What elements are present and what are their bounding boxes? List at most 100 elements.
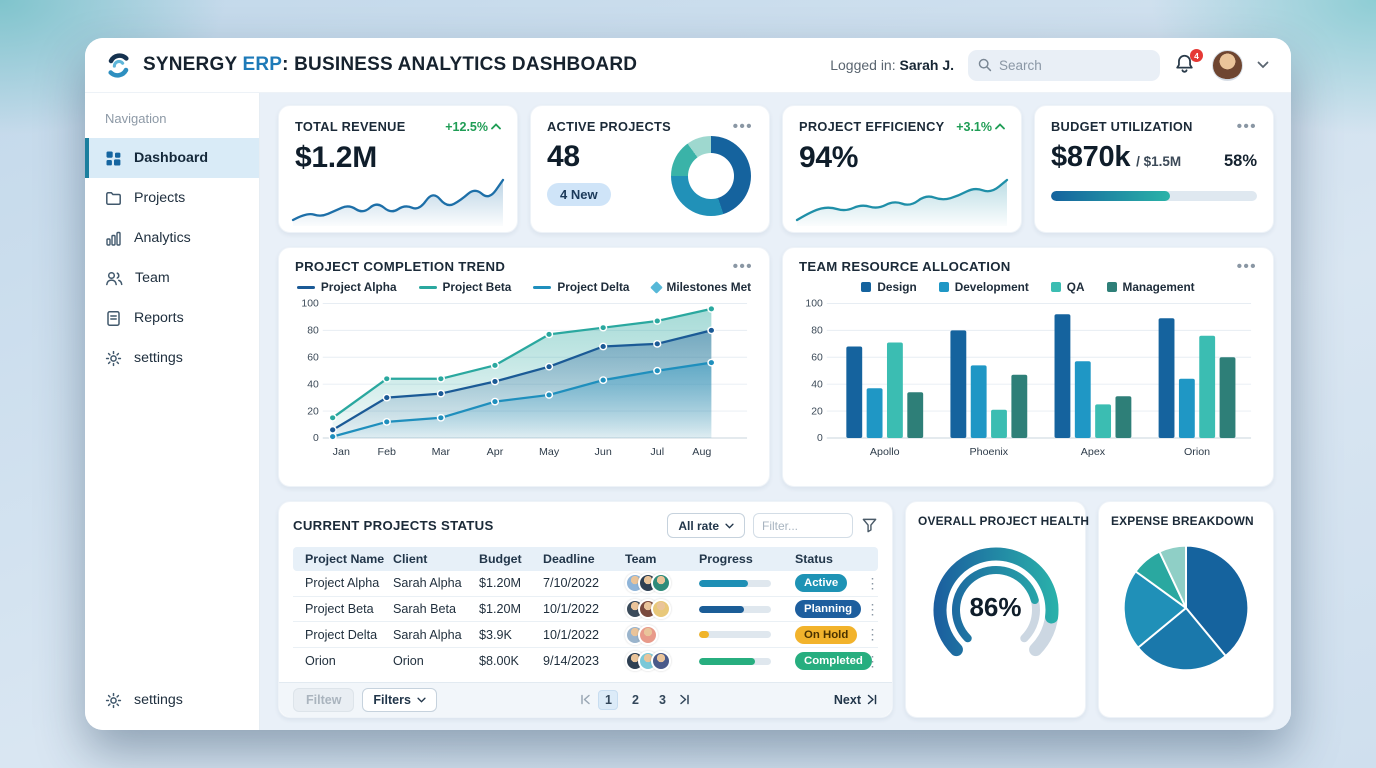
kpi-percent: 58% [1223,152,1257,170]
sidebar-item-projects[interactable]: Projects [85,178,259,218]
table-row[interactable]: Project Alpha Sarah Alpha $1.20M 7/10/20… [293,571,880,597]
progress-bar [699,579,771,587]
filter-input[interactable] [753,513,853,538]
page-title: SYNERGY ERP: BUSINESS ANALYTICS DASHBOAR… [143,54,638,75]
first-page-button[interactable] [579,694,591,705]
table-row[interactable]: Project Beta Sarah Beta $1.20M 10/1/2022… [293,597,880,623]
table-row[interactable]: Orion Orion $8.00K 9/14/2023 Completed ⋮ [293,648,880,674]
svg-text:60: 60 [811,353,823,364]
cell-project-name: Project Alpha [305,576,380,591]
status-badge: Completed [795,652,872,671]
sidebar-item-settings[interactable]: settings [85,338,259,378]
svg-text:Aug: Aug [692,447,711,458]
svg-text:40: 40 [307,380,319,391]
svg-text:0: 0 [817,433,823,444]
page-button[interactable]: 1 [598,689,619,710]
chevron-down-icon[interactable] [1257,61,1269,69]
search-icon [978,58,992,72]
table-row[interactable]: Project Delta Sarah Alpha $3.9K 10/1/202… [293,622,880,649]
health-gauge-chart: 86% [921,536,1071,674]
row-menu-button[interactable]: ⋮ [865,626,880,643]
rate-dropdown[interactable]: All rate [667,513,745,538]
logged-in-label: Logged in: Sarah J. [830,57,954,73]
notifications-button[interactable]: 4 [1174,49,1203,77]
search-box[interactable] [968,49,1160,81]
card-menu-button[interactable]: ••• [732,118,753,135]
card-title: EXPENSE BREAKDOWN [1111,514,1254,528]
kpi-delta-badge: +12.5% [445,120,501,134]
sidebar-section-label: Navigation [105,111,167,126]
row-menu-button[interactable]: ⋮ [865,600,880,617]
svg-text:Jun: Jun [595,447,612,458]
svg-text:Jan: Jan [333,447,350,458]
bell-icon [1176,54,1193,73]
sidebar-item-label: Analytics [134,230,191,246]
app-window: SYNERGY ERP: BUSINESS ANALYTICS DASHBOAR… [85,38,1291,730]
filters-dropdown-button[interactable]: Filters [362,687,437,712]
user-name: Sarah J. [899,57,954,73]
team-resource-allocation-card: TEAM RESOURCE ALLOCATION ••• Design Deve… [782,247,1274,487]
sidebar-item-team[interactable]: Team [85,258,259,298]
sidebar-item-label: Reports [134,310,184,326]
row-menu-button[interactable]: ⋮ [865,574,880,591]
svg-text:80: 80 [811,326,823,337]
pagination: 1 2 3 [579,689,691,710]
svg-text:20: 20 [811,407,823,418]
progress-bar [699,605,771,613]
sidebar-item-dashboard[interactable]: Dashboard [85,138,259,178]
overall-project-health-card: OVERALL PROJECT HEALTH 86% [905,501,1089,718]
cell-client: Orion [393,654,424,669]
gear-icon [105,692,122,708]
sidebar-item-analytics[interactable]: Analytics [85,218,259,258]
sidebar-footer-settings[interactable]: settings [85,680,259,720]
card-menu-button[interactable]: ••• [732,258,753,275]
chart-title: TEAM RESOURCE ALLOCATION [799,259,1011,274]
cell-client: Sarah Alpha [393,627,462,642]
team-avatars [625,599,699,620]
sidebar-item-reports[interactable]: Reports [85,298,259,338]
disabled-filter-button[interactable]: Filtew [293,687,355,712]
efficiency-sparkline-chart [795,178,1009,226]
budget-progress-bar [1051,191,1257,201]
status-badge: Active [795,574,848,593]
next-page-button[interactable]: Next [834,693,878,707]
avatar [638,624,658,645]
chart-title: PROJECT COMPLETION TREND [295,259,506,274]
page-button[interactable]: 3 [658,692,666,707]
kpi-card-project-efficiency: PROJECT EFFICIENCY +3.1% 94% [782,105,1022,233]
kpi-value-denominator: / $1.5M [1136,154,1182,169]
project-completion-trend-card: PROJECT COMPLETION TREND ••• Project Alp… [278,247,770,487]
row-menu-button[interactable]: ⋮ [865,652,880,669]
page-button[interactable]: 2 [631,692,639,707]
cell-project-name: Project Beta [305,602,374,617]
gauge-value: 86% [969,592,1022,622]
kpi-value: $1.2M [295,141,377,174]
avatar[interactable] [1212,49,1243,81]
active-projects-donut-chart [671,136,751,216]
table-title: CURRENT PROJECTS STATUS [293,518,494,533]
sidebar-item-label: Team [135,270,170,286]
funnel-icon[interactable] [861,517,878,534]
sidebar-item-label: Projects [134,190,186,206]
kpi-value: $870k [1051,141,1131,173]
dashboard-grid-icon [106,151,121,165]
folder-icon [106,191,121,205]
svg-text:100: 100 [805,299,823,310]
svg-text:Apr: Apr [487,447,504,458]
cell-budget: $3.9K [479,627,512,642]
svg-text:Feb: Feb [378,447,397,458]
search-input[interactable] [999,57,1150,73]
chevron-down-icon [725,523,734,529]
last-page-button[interactable] [679,694,691,705]
svg-text:0: 0 [313,433,319,444]
kpi-title: TOTAL REVENUE [295,119,406,134]
cell-budget: $1.20M [479,602,522,617]
team-avatars [625,651,699,672]
card-menu-button[interactable]: ••• [1236,118,1257,135]
avatar [651,651,671,672]
status-badge: Planning [795,600,862,619]
bar-chart-icon [106,231,121,246]
card-menu-button[interactable]: ••• [1236,258,1257,275]
kpi-value: 94% [799,141,859,174]
sidebar-item-label: Dashboard [134,150,209,166]
